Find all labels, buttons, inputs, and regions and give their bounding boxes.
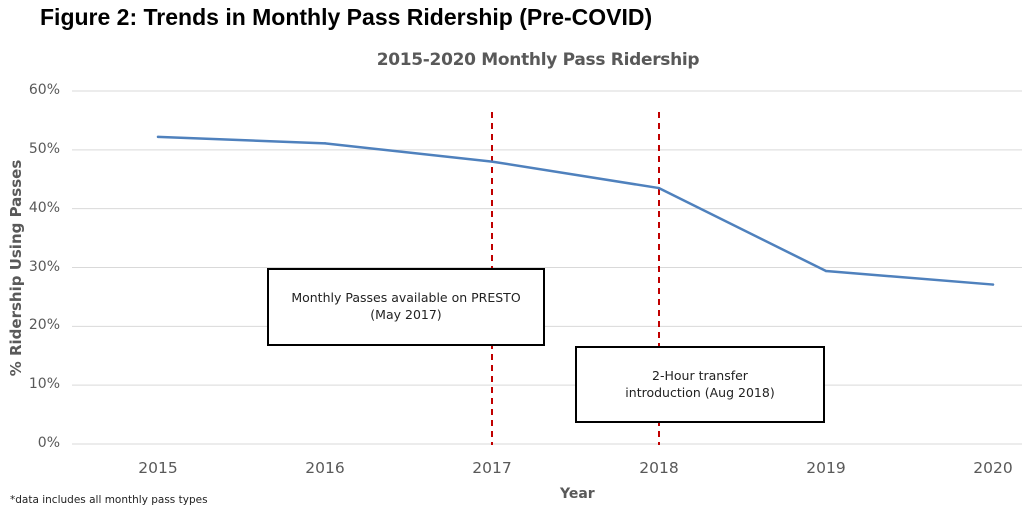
y-axis-label: % Ridership Using Passes: [7, 159, 25, 377]
x-tick-label: 2019: [806, 459, 846, 477]
chart-title: 2015-2020 Monthly Pass Ridership: [376, 50, 700, 70]
y-tick-label: 10%: [28, 376, 60, 393]
series-lines: [156, 135, 995, 286]
data-point-2018: [657, 186, 661, 190]
annotation-presto: Monthly Passes available on PRESTO (May …: [267, 268, 545, 346]
gridlines: [72, 90, 1022, 445]
x-tick-label: 2017: [472, 459, 512, 477]
y-tick-label: 60%: [28, 82, 60, 98]
x-tick-label: 2016: [305, 459, 345, 477]
annotation-transfer: 2-Hour transfer introduction (Aug 2018): [575, 346, 825, 423]
data-point-2019: [824, 269, 828, 273]
data-point-2016: [323, 142, 327, 145]
y-tick-label: 0%: [37, 435, 60, 451]
figure-title: Figure 2: Trends in Monthly Pass Ridersh…: [40, 4, 653, 30]
x-tick-label: 2020: [973, 459, 1013, 477]
y-tick-label: 20%: [28, 317, 60, 334]
x-axis-label: Year: [560, 486, 595, 502]
x-tick-label: 2018: [639, 459, 679, 477]
series-line: [156, 135, 995, 286]
footnote: *data includes all monthly pass types: [10, 494, 208, 506]
y-tick-label: 40%: [28, 199, 60, 216]
x-tick-label: 2015: [138, 459, 178, 477]
data-point-2017: [490, 160, 494, 163]
y-tick-label: 50%: [28, 140, 60, 157]
data-point-2020: [991, 283, 995, 286]
data-point-2015: [156, 135, 160, 139]
y-tick-label: 30%: [28, 258, 60, 275]
